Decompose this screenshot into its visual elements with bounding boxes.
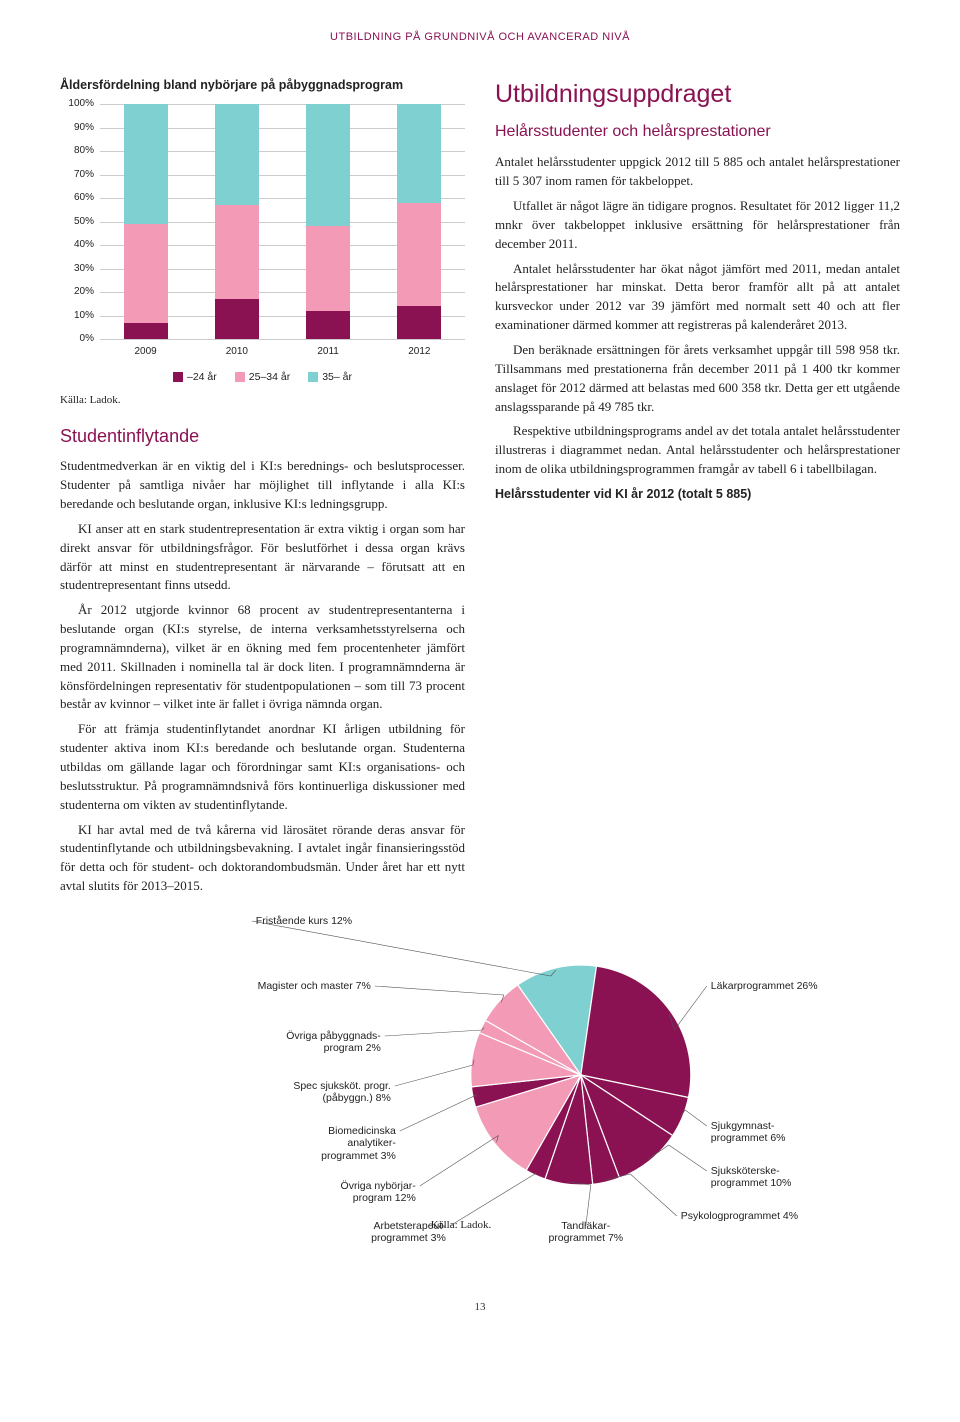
paragraph: Antalet helårsstudenter uppgick 2012 til… (495, 153, 900, 191)
pie-slice-label: Sjukgymnast-programmet 6% (711, 1120, 786, 1145)
barchart-source: Källa: Ladok. (60, 393, 465, 409)
paragraph: Studentmedverkan är en viktig del i KI:s… (60, 457, 465, 514)
page-number: 13 (60, 1300, 900, 1316)
helarsstudenter-pie: Källa: Ladok.Fristående kurs 12%Läkarpro… (60, 910, 900, 1270)
helar-subheading: Helårsstudenter och helårsprestationer (495, 120, 900, 143)
age-distribution-barchart: 0%10%20%30%40%50%60%70%80%90%100% 200920… (60, 104, 465, 364)
paragraph: För att främja studentinflytandet anordn… (60, 720, 465, 814)
helar-body: Antalet helårsstudenter uppgick 2012 til… (495, 153, 900, 479)
studentinflytande-body: Studentmedverkan är en viktig del i KI:s… (60, 457, 465, 896)
pie-slice-label: Sjuksköterske-programmet 10% (711, 1165, 792, 1190)
paragraph: Utfallet är något lägre än tidigare prog… (495, 197, 900, 254)
paragraph: Antalet helårsstudenter har ökat något j… (495, 260, 900, 335)
barchart-title: Åldersfördelning bland nybörjare på påby… (60, 76, 465, 94)
pie-slice-label: Läkarprogrammet 26% (711, 980, 818, 993)
pie-slice-label: Övriga nybörjar-program 12% (341, 1180, 416, 1205)
pie-slice-label: Tandläkar-programmet 7% (536, 1220, 636, 1245)
paragraph: Respektive utbildningsprograms andel av … (495, 422, 900, 479)
paragraph: Den beräknade ersättningen för årets ver… (495, 341, 900, 416)
paragraph: KI har avtal med de två kårerna vid läro… (60, 821, 465, 896)
pie-slice-label: Psykologprogrammet 4% (681, 1210, 798, 1223)
pie-slice-label: Biomedicinskaanalytiker-programmet 3% (321, 1125, 396, 1163)
page-header: UTBILDNING PÅ GRUNDNIVÅ OCH AVANCERAD NI… (60, 30, 900, 46)
paragraph: År 2012 utgjorde kvinnor 68 procent av s… (60, 601, 465, 714)
paragraph: KI anser att en stark studentrepresentat… (60, 520, 465, 595)
barchart-legend: –24 år25–34 år35– år (60, 370, 465, 385)
studentinflytande-heading: Studentinflytande (60, 423, 465, 449)
pie-slice-label: Spec sjuksköt. progr.(påbyggn.) 8% (293, 1080, 390, 1105)
utbildningsuppdraget-heading: Utbildningsuppdraget (495, 76, 900, 112)
pie-slice-label: Magister och master 7% (258, 980, 371, 993)
pie-slice-label: Fristående kurs 12% (256, 915, 352, 928)
pie-slice-label: Arbetsterapeut-programmet 3% (371, 1220, 446, 1245)
pie-title: Helårsstudenter vid KI år 2012 (totalt 5… (495, 485, 900, 503)
pie-slice-label: Övriga påbyggnads-program 2% (286, 1030, 381, 1055)
